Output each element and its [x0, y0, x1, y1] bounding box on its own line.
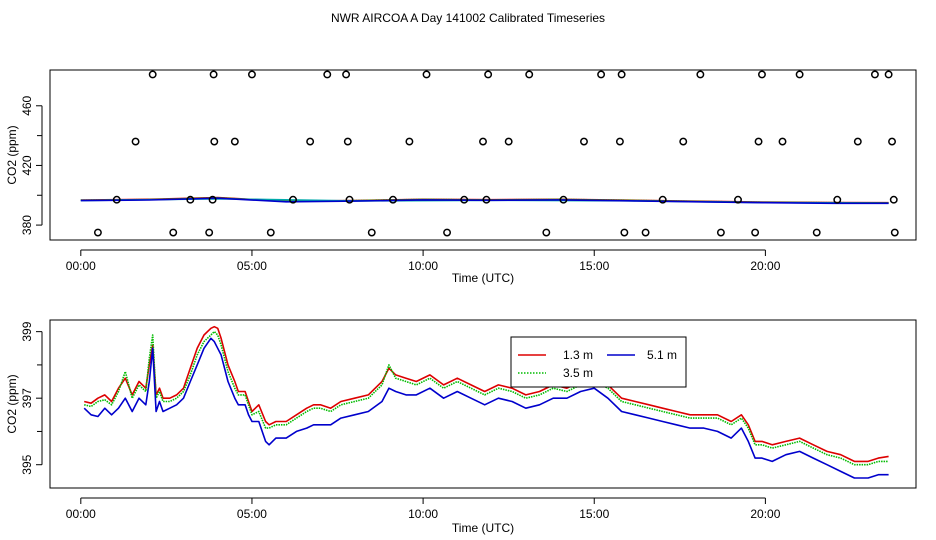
- scatter-marker: [205, 228, 214, 237]
- bottom-plot-frame: [49, 319, 917, 489]
- top-x-tick-label: 20:00: [750, 259, 780, 273]
- top-x-tick-label: 05:00: [237, 259, 267, 273]
- scatter-marker: [186, 195, 195, 204]
- bottom-x-tick-label: 10:00: [408, 507, 438, 521]
- top-panel: 00:00 05:00 10:00 15:00 20:00 380 420 460 Time…: [5, 69, 917, 285]
- scatter-marker: [870, 70, 879, 79]
- scatter-marker: [210, 137, 219, 146]
- scatter-marker: [367, 228, 376, 237]
- top-series-line-blue: [80, 197, 889, 205]
- top-series-lines: [80, 196, 889, 205]
- scatter-marker: [422, 70, 431, 79]
- scatter-marker: [734, 195, 742, 204]
- bottom-x-tick-label: 00:00: [66, 507, 96, 521]
- scatter-marker: [580, 137, 588, 146]
- scatter-marker: [504, 137, 513, 146]
- top-y-ticks: 380 420 460: [20, 95, 43, 235]
- scatter-marker: [93, 228, 102, 237]
- scatter-marker: [248, 70, 256, 79]
- scatter-marker: [306, 137, 315, 146]
- scatter-marker: [778, 137, 787, 146]
- top-x-tick-label: 15:00: [579, 259, 609, 273]
- legend-box: [510, 336, 687, 388]
- top-y-axis-label: CO2 (ppm): [5, 125, 19, 184]
- bottom-y-axis-label: CO2 (ppm): [5, 374, 19, 433]
- legend-label-3-5m: 3.5 m: [563, 366, 593, 380]
- scatter-marker: [889, 195, 898, 204]
- top-y-tick-label: 420: [20, 155, 34, 175]
- scatter-marker: [266, 228, 275, 237]
- scatter-marker: [833, 195, 842, 204]
- scatter-marker: [679, 137, 688, 146]
- bottom-x-tick-label: 05:00: [237, 507, 267, 521]
- scatter-marker: [230, 137, 239, 146]
- scatter-marker: [751, 228, 760, 237]
- bottom-x-tick-label: 20:00: [750, 507, 780, 521]
- top-scatter-markers: [93, 70, 899, 237]
- bottom-series-line-5-1-m: [83, 337, 889, 479]
- scatter-marker: [597, 70, 606, 79]
- scatter-marker: [208, 195, 217, 204]
- scatter-marker: [853, 137, 862, 146]
- scatter-marker: [323, 70, 332, 79]
- scatter-marker: [112, 195, 121, 204]
- scatter-marker: [696, 70, 705, 79]
- scatter-marker: [617, 70, 626, 79]
- bottom-x-axis-label: Time (UTC): [452, 521, 514, 535]
- bottom-x-tick-label: 15:00: [579, 507, 609, 521]
- scatter-marker: [405, 137, 414, 146]
- top-x-tick-label: 10:00: [408, 259, 438, 273]
- legend: 1.3 m 3.5 m 5.1 m: [510, 336, 687, 388]
- scatter-marker: [169, 228, 178, 237]
- bottom-x-ticks: 00:00 05:00 10:00 15:00 20:00: [66, 497, 781, 521]
- scatter-marker: [345, 195, 354, 204]
- scatter-marker: [482, 195, 491, 204]
- scatter-marker: [758, 70, 766, 79]
- scatter-marker: [289, 195, 297, 204]
- scatter-marker: [209, 70, 218, 79]
- scatter-marker: [343, 137, 352, 146]
- scatter-marker: [148, 70, 157, 79]
- top-x-ticks: 00:00 05:00 10:00 15:00 20:00: [66, 249, 781, 273]
- scatter-marker: [342, 70, 351, 79]
- scatter-marker: [641, 228, 650, 237]
- scatter-marker: [716, 228, 725, 237]
- bottom-y-tick-label: 395: [20, 454, 34, 474]
- scatter-marker: [754, 137, 763, 146]
- bottom-series-line-1-3-m: [84, 325, 889, 463]
- scatter-marker: [658, 195, 667, 204]
- bottom-y-ticks: 395 397 399: [20, 321, 43, 475]
- scatter-marker: [525, 70, 534, 79]
- scatter-marker: [888, 137, 896, 146]
- scatter-marker: [542, 228, 551, 237]
- bottom-panel: 00:00 05:00 10:00 15:00 20:00 395 397 399 Time…: [5, 319, 917, 535]
- top-plot-frame: [49, 69, 917, 241]
- top-y-tick-label: 380: [20, 215, 34, 235]
- scatter-marker: [443, 228, 452, 237]
- scatter-marker: [812, 228, 821, 237]
- scatter-marker: [484, 70, 493, 79]
- scatter-marker: [559, 195, 568, 204]
- top-x-tick-label: 00:00: [66, 259, 96, 273]
- top-y-tick-label: 460: [20, 95, 34, 115]
- scatter-marker: [620, 228, 629, 237]
- scatter-marker: [890, 228, 899, 237]
- bottom-series-lines: [83, 325, 889, 479]
- legend-label-1-3m: 1.3 m: [563, 348, 593, 362]
- bottom-y-tick-label: 399: [20, 321, 34, 341]
- top-x-axis-label: Time (UTC): [452, 271, 514, 285]
- scatter-marker: [479, 137, 487, 146]
- bottom-y-tick-label: 397: [20, 388, 34, 408]
- scatter-marker: [131, 137, 140, 146]
- scatter-marker: [389, 195, 397, 204]
- scatter-marker: [615, 137, 624, 146]
- scatter-marker: [795, 70, 804, 79]
- scatter-marker: [460, 195, 469, 204]
- bottom-series-line-3-5-m: [84, 330, 889, 466]
- scatter-marker: [884, 70, 893, 79]
- figure-title: NWR AIRCOA A Day 141002 Calibrated Times…: [331, 11, 605, 25]
- legend-label-5-1m: 5.1 m: [647, 348, 677, 362]
